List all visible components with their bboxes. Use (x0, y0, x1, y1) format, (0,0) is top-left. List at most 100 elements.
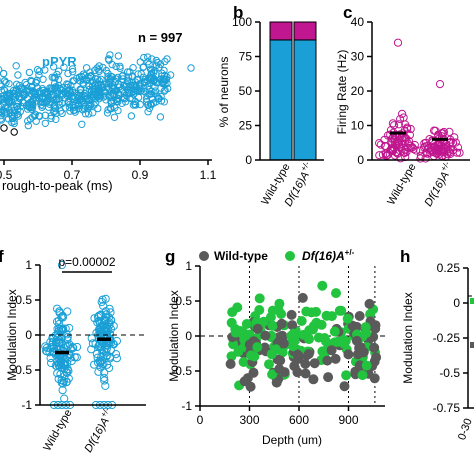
pyr-point (119, 71, 127, 80)
mi-point (100, 376, 109, 385)
pyr-point (105, 56, 113, 64)
wt-point (303, 349, 314, 359)
pyr-point (161, 57, 169, 66)
df-point (342, 313, 353, 324)
mi-point (57, 260, 67, 270)
x-tick-label: 1.1 (200, 168, 217, 182)
pyr-point (64, 98, 72, 107)
wt-point (364, 298, 375, 309)
mi-point (95, 356, 105, 365)
pyr-point (48, 91, 56, 99)
df-point (313, 332, 324, 343)
pyr-point (89, 109, 97, 117)
pyr-point (28, 83, 36, 91)
mi-point (98, 322, 107, 331)
wt-point (287, 320, 298, 331)
other-point (10, 128, 18, 136)
df-point (304, 334, 314, 345)
pyr-point (152, 56, 161, 65)
pyr-point (24, 95, 32, 103)
wt-point (330, 353, 341, 364)
firing-point (406, 143, 415, 152)
x-tick-label: 0.5 (0, 168, 13, 182)
panel-f-letter: f (0, 247, 4, 266)
mi-point (105, 318, 114, 327)
pyr-point (71, 108, 79, 116)
pyr-point (67, 81, 75, 90)
y-tick-label: 20 (351, 84, 365, 98)
pyr-point (0, 97, 3, 104)
x-tick-label: 900 (338, 413, 358, 427)
pyr-point (154, 58, 162, 67)
pyr-point (106, 104, 115, 113)
panel-a-n-label: n = 997 (138, 30, 182, 45)
firing-point (399, 113, 408, 122)
pyr-point (124, 86, 132, 94)
pyr-point (36, 112, 44, 121)
wt-point (358, 347, 369, 358)
y-tick-label: 75 (239, 50, 253, 64)
firing-point (433, 140, 442, 149)
y-tick-label: 0.25 (437, 261, 461, 275)
pyr-point (162, 75, 171, 83)
panel-h-y-label: Modulation Index (401, 292, 415, 383)
pyr-point (10, 103, 18, 111)
mi-point (64, 341, 73, 350)
pyr-point (137, 86, 146, 95)
mi-point (90, 360, 99, 369)
df-point (361, 328, 372, 339)
mi-point (103, 324, 112, 333)
pyr-point (24, 121, 32, 130)
y-tick-label: -0.5 (171, 364, 192, 378)
pyr-point (46, 98, 54, 107)
pyr-point (41, 119, 49, 128)
pyr-point (129, 81, 137, 90)
pyr-point (25, 68, 34, 77)
y-tick-label: 30 (351, 50, 365, 64)
pyr-point (106, 51, 114, 59)
mi-point (87, 334, 96, 343)
pyr-point (14, 71, 22, 79)
df-point (233, 346, 244, 357)
pyr-point (118, 86, 127, 94)
wt-point (278, 338, 289, 349)
df-point (296, 316, 307, 326)
pyr-point (2, 79, 10, 87)
df-point (227, 307, 238, 318)
panel-c-letter: c (343, 3, 352, 22)
pyr-point (79, 80, 87, 89)
pyr-point (140, 53, 148, 62)
firing-point (393, 38, 403, 47)
pyr-point (5, 80, 13, 88)
firing-point (394, 120, 403, 129)
mi-point (52, 338, 61, 347)
mi-point (55, 338, 64, 347)
panel-f-points (41, 260, 122, 410)
x-tick-label: 300 (239, 413, 259, 427)
legend-df-label: Df(16)A+/- (302, 248, 355, 263)
pyr-point (70, 89, 79, 97)
panel-f-cat-1: Wild-type (41, 408, 74, 454)
y-tick-label: -0.75 (433, 401, 461, 415)
pyr-point (144, 101, 153, 109)
panel-a-x-label: rough-to-peak (ms) (2, 178, 113, 193)
y-tick-label: 0 (245, 153, 252, 167)
wt-point (274, 364, 285, 374)
pyr-point (104, 106, 112, 114)
wt-point (292, 349, 303, 360)
df-point (266, 349, 277, 360)
pyr-point (15, 85, 23, 93)
pyr-point (0, 106, 3, 114)
df-point (357, 370, 368, 381)
pyr-point (32, 97, 40, 105)
panel-b-bars (269, 21, 317, 161)
pyr-point (37, 101, 45, 109)
mi-point (72, 353, 81, 362)
pyr-point (111, 77, 120, 86)
wt-point (370, 323, 381, 334)
firing-point (400, 148, 409, 157)
pyr-point (146, 65, 155, 73)
pyr-point (54, 81, 63, 90)
legend-df-marker (285, 251, 295, 261)
y-tick-label: 1 (185, 259, 192, 273)
